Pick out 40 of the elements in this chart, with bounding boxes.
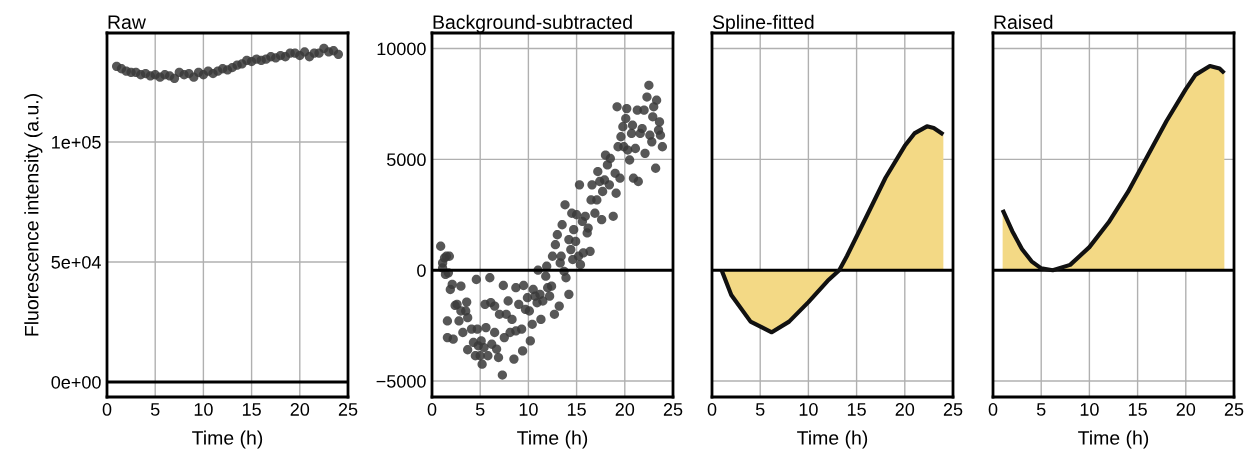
chart-title: Background-subtracted <box>433 14 632 33</box>
x-axis-title: Time (h) <box>1078 430 1149 449</box>
x-tick-label: 0 <box>102 403 112 416</box>
x-tick-label: 20 <box>290 403 310 416</box>
y-axis-title: Fluorescence intensity (a.u.) <box>24 94 43 336</box>
y-tick-label: 0 <box>417 264 426 277</box>
x-axis-title: Time (h) <box>517 430 588 449</box>
x-tick-label: 0 <box>707 403 717 416</box>
x-tick-label: 15 <box>567 403 586 416</box>
y-tick-label: −5000 <box>376 374 426 388</box>
y-tick-label: 5e+04 <box>51 255 101 269</box>
chart-title: Raw <box>108 15 146 30</box>
y-tick-label: 0e+00 <box>51 375 101 389</box>
x-tick-label: 20 <box>895 403 915 416</box>
x-tick-label: 0 <box>988 403 998 416</box>
x-tick-label: 10 <box>1080 403 1099 416</box>
x-tick-label: 5 <box>475 403 485 416</box>
y-tick-label: 1e+05 <box>52 135 101 149</box>
x-tick-label: 25 <box>1224 403 1244 416</box>
x-tick-label: 20 <box>1176 403 1196 416</box>
x-tick-label: 10 <box>194 403 213 416</box>
x-tick-label: 15 <box>847 403 866 416</box>
x-tick-label: 5 <box>150 403 160 416</box>
x-tick-label: 15 <box>1128 403 1147 416</box>
x-tick-label: 20 <box>615 403 635 416</box>
x-tick-label: 25 <box>663 403 683 416</box>
x-tick-label: 25 <box>943 403 963 416</box>
x-tick-label: 5 <box>755 403 765 416</box>
x-tick-label: 25 <box>338 403 358 416</box>
x-tick-label: 10 <box>799 403 818 416</box>
x-tick-label: 0 <box>427 403 437 416</box>
chart-title: Spline-fitted <box>712 14 814 33</box>
chart-title: Raised <box>994 14 1053 30</box>
y-tick-label: 10000 <box>377 42 426 56</box>
x-axis-title: Time (h) <box>797 430 868 449</box>
x-axis-title: Time (h) <box>192 430 263 449</box>
x-tick-label: 5 <box>1036 403 1046 416</box>
x-tick-label: 10 <box>519 403 538 416</box>
x-tick-label: 15 <box>242 403 261 416</box>
y-tick-label: 5000 <box>387 153 426 167</box>
